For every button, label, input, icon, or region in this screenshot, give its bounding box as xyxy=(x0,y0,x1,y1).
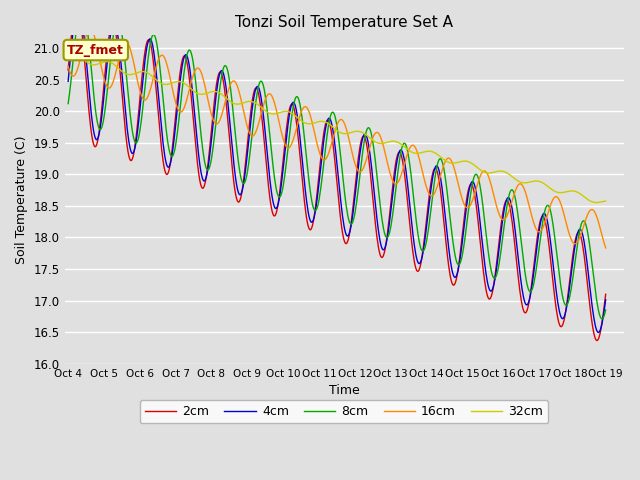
32cm xyxy=(64,49,72,55)
32cm xyxy=(602,198,609,204)
X-axis label: Time: Time xyxy=(329,384,360,397)
32cm xyxy=(185,84,193,89)
16cm xyxy=(130,61,138,67)
2cm xyxy=(130,150,138,156)
Line: 8cm: 8cm xyxy=(68,3,605,319)
2cm xyxy=(213,79,221,84)
4cm xyxy=(64,78,72,84)
8cm xyxy=(64,101,72,107)
2cm xyxy=(593,337,600,343)
8cm xyxy=(602,307,609,313)
32cm xyxy=(130,71,138,77)
32cm xyxy=(419,149,426,155)
4cm xyxy=(595,330,602,336)
2cm xyxy=(185,69,193,74)
2cm xyxy=(64,67,72,73)
16cm xyxy=(213,121,221,127)
2cm xyxy=(75,8,83,13)
32cm xyxy=(403,146,411,152)
16cm xyxy=(185,90,193,96)
16cm xyxy=(403,153,411,158)
8cm xyxy=(403,145,411,151)
32cm xyxy=(67,49,75,55)
Line: 32cm: 32cm xyxy=(68,52,605,203)
32cm xyxy=(593,200,600,205)
2cm xyxy=(602,291,609,297)
Legend: 2cm, 4cm, 8cm, 16cm, 32cm: 2cm, 4cm, 8cm, 16cm, 32cm xyxy=(140,400,548,423)
8cm xyxy=(213,111,221,117)
4cm xyxy=(130,149,138,155)
8cm xyxy=(185,48,193,54)
Text: TZ_fmet: TZ_fmet xyxy=(67,44,124,57)
16cm xyxy=(602,245,609,251)
2cm xyxy=(419,251,426,256)
8cm xyxy=(598,316,606,322)
32cm xyxy=(213,89,221,95)
2cm xyxy=(403,192,411,197)
4cm xyxy=(213,86,221,92)
8cm xyxy=(130,136,138,142)
8cm xyxy=(74,15,82,21)
2cm xyxy=(73,5,81,11)
16cm xyxy=(86,26,94,32)
Y-axis label: Soil Temperature (C): Soil Temperature (C) xyxy=(15,135,28,264)
Line: 16cm: 16cm xyxy=(68,29,605,248)
Line: 4cm: 4cm xyxy=(68,7,605,333)
4cm xyxy=(185,59,193,64)
4cm xyxy=(403,175,411,180)
16cm xyxy=(74,65,82,71)
32cm xyxy=(75,52,83,58)
Title: Tonzi Soil Temperature Set A: Tonzi Soil Temperature Set A xyxy=(235,15,453,30)
16cm xyxy=(64,63,72,69)
4cm xyxy=(74,4,82,10)
4cm xyxy=(75,4,83,10)
16cm xyxy=(419,169,426,175)
4cm xyxy=(602,297,609,302)
8cm xyxy=(77,0,85,6)
8cm xyxy=(419,248,426,254)
Line: 2cm: 2cm xyxy=(68,8,605,340)
4cm xyxy=(419,252,426,258)
